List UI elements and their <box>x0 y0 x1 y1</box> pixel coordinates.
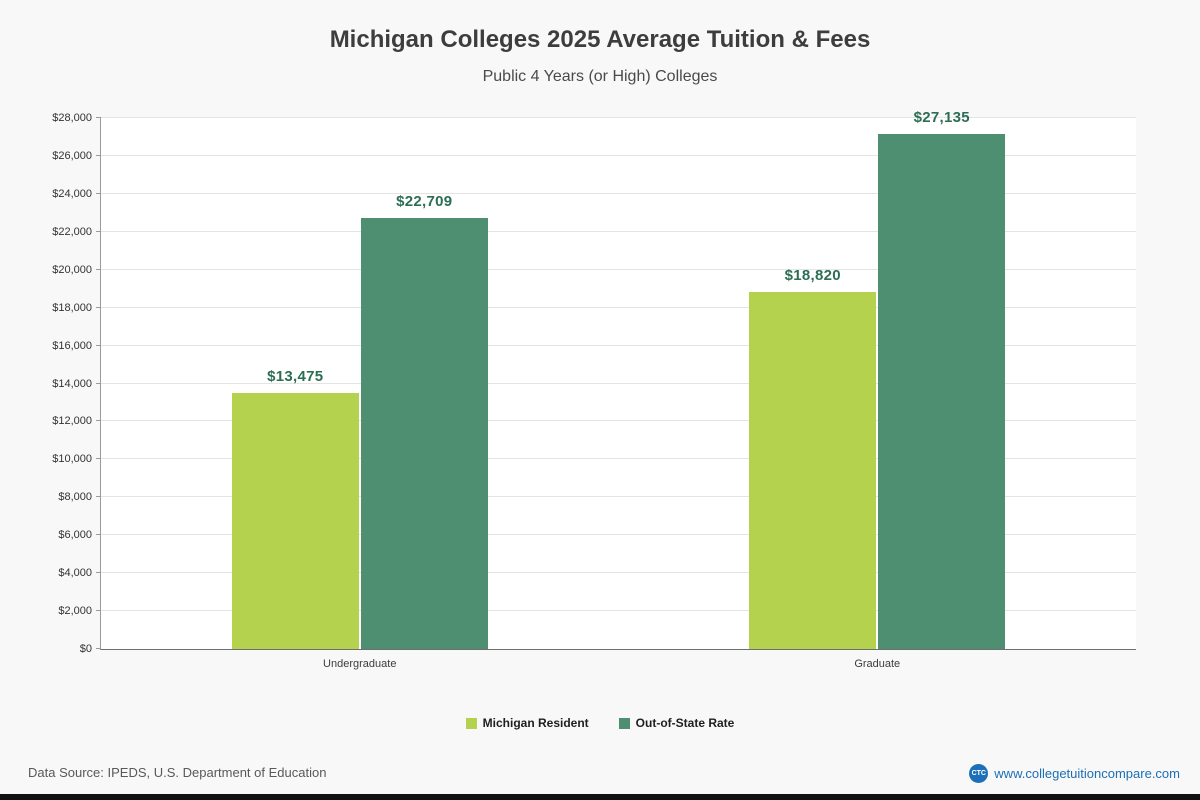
y-axis-tick <box>96 344 101 346</box>
legend-swatch-icon <box>618 717 630 729</box>
site-link[interactable]: www.collegetuitioncompare.com <box>994 766 1180 781</box>
y-axis-tick <box>96 382 101 384</box>
y-axis-label: $4,000 <box>58 567 92 580</box>
y-axis-label: $0 <box>79 643 92 655</box>
y-axis-label: $18,000 <box>52 301 92 314</box>
gridline <box>101 117 1136 118</box>
y-axis-tick <box>96 458 101 460</box>
data-source-text: Data Source: IPEDS, U.S. Department of E… <box>28 765 327 780</box>
y-axis-tick <box>96 230 101 232</box>
y-axis-label: $20,000 <box>52 263 92 276</box>
gridline <box>101 610 1136 612</box>
gridline <box>101 572 1136 574</box>
y-axis-tick <box>96 306 101 308</box>
y-axis-label: $8,000 <box>58 491 92 504</box>
bar-michigan-resident-undergraduate: $13,475 <box>231 368 359 649</box>
bar-out-of-state-rate-graduate: $27,135 <box>878 109 1006 649</box>
y-axis-label: $14,000 <box>52 377 92 390</box>
gridline <box>101 344 1136 346</box>
site-credit: CTC www.collegetuitioncompare.com <box>969 764 1180 783</box>
bar-group-graduate: $18,820 $27,135 <box>619 109 1137 649</box>
bar-value-label: $13,475 <box>267 368 324 386</box>
y-axis-label: $12,000 <box>52 415 92 428</box>
y-axis-tick <box>96 420 101 422</box>
y-axis-tick <box>96 534 101 536</box>
y-axis-tick <box>96 496 101 498</box>
y-axis-tick <box>96 117 101 118</box>
gridline <box>101 534 1136 536</box>
gridline <box>101 420 1136 422</box>
bottom-bar <box>0 794 1200 800</box>
y-axis-label: $6,000 <box>58 529 92 542</box>
bar-value-label: $27,135 <box>913 109 970 127</box>
y-axis-tick <box>96 572 101 574</box>
gridline <box>101 268 1136 270</box>
bar-value-label: $22,709 <box>396 193 453 211</box>
gridline <box>101 382 1136 384</box>
y-axis-label: $2,000 <box>58 605 92 618</box>
y-axis-label: $24,000 <box>52 187 92 200</box>
legend: Michigan Resident Out-of-State Rate <box>0 716 1200 730</box>
y-axis-tick <box>96 648 101 649</box>
x-axis-label-graduate: Graduate <box>854 658 901 670</box>
bar-out-of-state-rate-undergraduate: $22,709 <box>360 193 488 649</box>
y-axis-tick <box>96 154 101 156</box>
y-axis-label: $22,000 <box>52 225 92 238</box>
y-axis-label: $10,000 <box>52 453 92 466</box>
legend-label: Michigan Resident <box>482 716 589 730</box>
x-axis-label-undergraduate: Undergraduate <box>323 658 397 670</box>
y-axis-tick <box>96 268 101 270</box>
legend-label: Out-of-State Rate <box>635 716 735 730</box>
gridline <box>101 192 1136 194</box>
chart-header: Michigan Colleges 2025 Average Tuition &… <box>0 0 1200 86</box>
y-axis-label: $28,000 <box>52 112 92 124</box>
y-axis-tick <box>96 192 101 194</box>
gridline <box>101 154 1136 156</box>
chart-subtitle: Public 4 Years (or High) Colleges <box>482 68 718 85</box>
bar-value-label: $18,820 <box>784 267 841 285</box>
gridline <box>101 230 1136 232</box>
plot-area: $0 $2,000 $4,000 $6,000 $8,000 $10,000 $12,000… <box>52 109 1137 670</box>
site-logo-icon: CTC <box>969 764 989 783</box>
bar-michigan-resident-graduate: $18,820 <box>749 267 877 649</box>
y-axis-tick <box>96 610 101 612</box>
chart-title: Michigan Colleges 2025 Average Tuition &… <box>329 26 871 53</box>
bar-group-undergraduate: $13,475 $22,709 <box>101 118 619 649</box>
y-axis-label: $26,000 <box>52 149 92 162</box>
legend-swatch-icon <box>465 717 477 729</box>
gridline <box>101 496 1136 498</box>
gridline <box>101 306 1136 308</box>
y-axis-label: $16,000 <box>52 339 92 352</box>
gridline <box>101 458 1136 460</box>
legend-item-out-of-state-rate: Out-of-State Rate <box>618 716 735 730</box>
legend-item-michigan-resident: Michigan Resident <box>465 716 589 730</box>
